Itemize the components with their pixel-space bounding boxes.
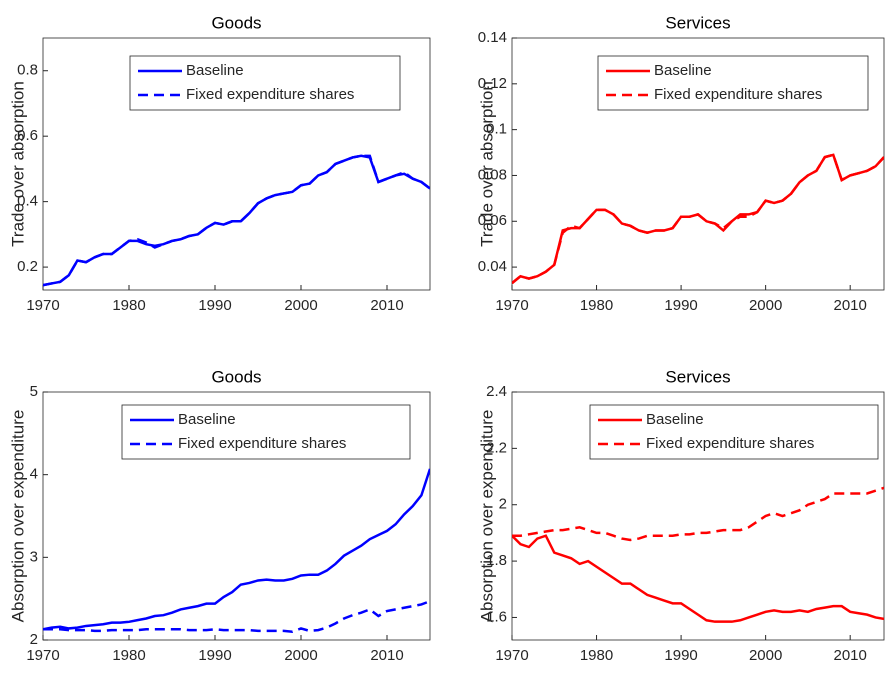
x-tick-label: 1970	[495, 647, 528, 664]
data-line	[512, 153, 884, 285]
data-line	[43, 599, 430, 634]
legend-label: Fixed expenditure shares	[186, 86, 354, 103]
y-tick-label: 1.6	[486, 608, 507, 625]
y-tick-label: 2	[499, 496, 507, 513]
legend-label: Fixed expenditure shares	[654, 86, 822, 103]
legend-box	[597, 55, 869, 111]
y-tick-label: 2.4	[486, 383, 507, 400]
chart-title: Services	[665, 367, 730, 386]
y-tick-label: 0.14	[478, 29, 507, 46]
x-tick-label: 1970	[26, 647, 59, 664]
x-tick-label: 2010	[370, 297, 403, 314]
data-line	[512, 486, 884, 542]
y-tick-label: 0.06	[478, 212, 507, 229]
y-axis-label: Trade over absorption	[477, 81, 496, 247]
x-tick-label: 1980	[112, 647, 145, 664]
x-tick-label: 1980	[112, 297, 145, 314]
y-tick-label: 4	[30, 466, 38, 483]
x-tick-label: 2000	[749, 647, 782, 664]
data-line	[43, 154, 430, 287]
y-axis-label: Trade over absorption	[8, 81, 27, 247]
legend-box	[121, 404, 411, 460]
x-tick-label: 1980	[580, 297, 613, 314]
y-tick-label: 3	[30, 548, 38, 565]
legend-label: Baseline	[654, 62, 712, 79]
legend-label: Baseline	[186, 62, 244, 79]
x-tick-label: 1990	[198, 647, 231, 664]
chart-title: Goods	[211, 13, 261, 32]
x-tick-label: 1990	[664, 647, 697, 664]
data-line	[512, 534, 884, 623]
legend-label: Baseline	[646, 411, 704, 428]
y-tick-label: 0.12	[478, 75, 507, 92]
plot-clip-group	[512, 486, 884, 623]
x-tick-label: 2010	[833, 647, 866, 664]
x-tick-label: 2010	[370, 647, 403, 664]
y-tick-label: 0.2	[17, 258, 38, 275]
y-tick-label: 1.8	[486, 552, 507, 569]
plot-clip-group	[43, 468, 430, 634]
y-tick-label: 0.08	[478, 166, 507, 183]
x-tick-label: 2000	[284, 297, 317, 314]
legend-label: Fixed expenditure shares	[646, 435, 814, 452]
x-tick-label: 1990	[664, 297, 697, 314]
y-axis-label: Absorption over expenditure	[8, 410, 27, 623]
plot-clip-group	[43, 154, 430, 287]
y-tick-label: 5	[30, 383, 38, 400]
chart-title: Services	[665, 13, 730, 32]
x-tick-label: 2010	[833, 297, 866, 314]
data-line	[43, 468, 430, 631]
legend-box	[589, 404, 879, 460]
x-tick-label: 2000	[284, 647, 317, 664]
x-tick-label: 1970	[26, 297, 59, 314]
y-tick-label: 2.2	[486, 439, 507, 456]
legend-box	[129, 55, 401, 111]
x-tick-label: 1970	[495, 297, 528, 314]
x-tick-label: 2000	[749, 297, 782, 314]
legend-label: Baseline	[178, 411, 236, 428]
x-tick-label: 1990	[198, 297, 231, 314]
y-tick-label: 0.8	[17, 62, 38, 79]
y-axis-label: Absorption over expenditure	[477, 410, 496, 623]
y-tick-label: 0.1	[486, 121, 507, 138]
x-tick-label: 1980	[580, 647, 613, 664]
y-tick-label: 0.04	[478, 258, 507, 275]
plot-clip-group	[512, 153, 884, 285]
y-tick-label: 2	[30, 631, 38, 648]
y-tick-label: 0.4	[17, 193, 38, 210]
legend-label: Fixed expenditure shares	[178, 435, 346, 452]
y-tick-label: 0.6	[17, 127, 38, 144]
chart-title: Goods	[211, 367, 261, 386]
